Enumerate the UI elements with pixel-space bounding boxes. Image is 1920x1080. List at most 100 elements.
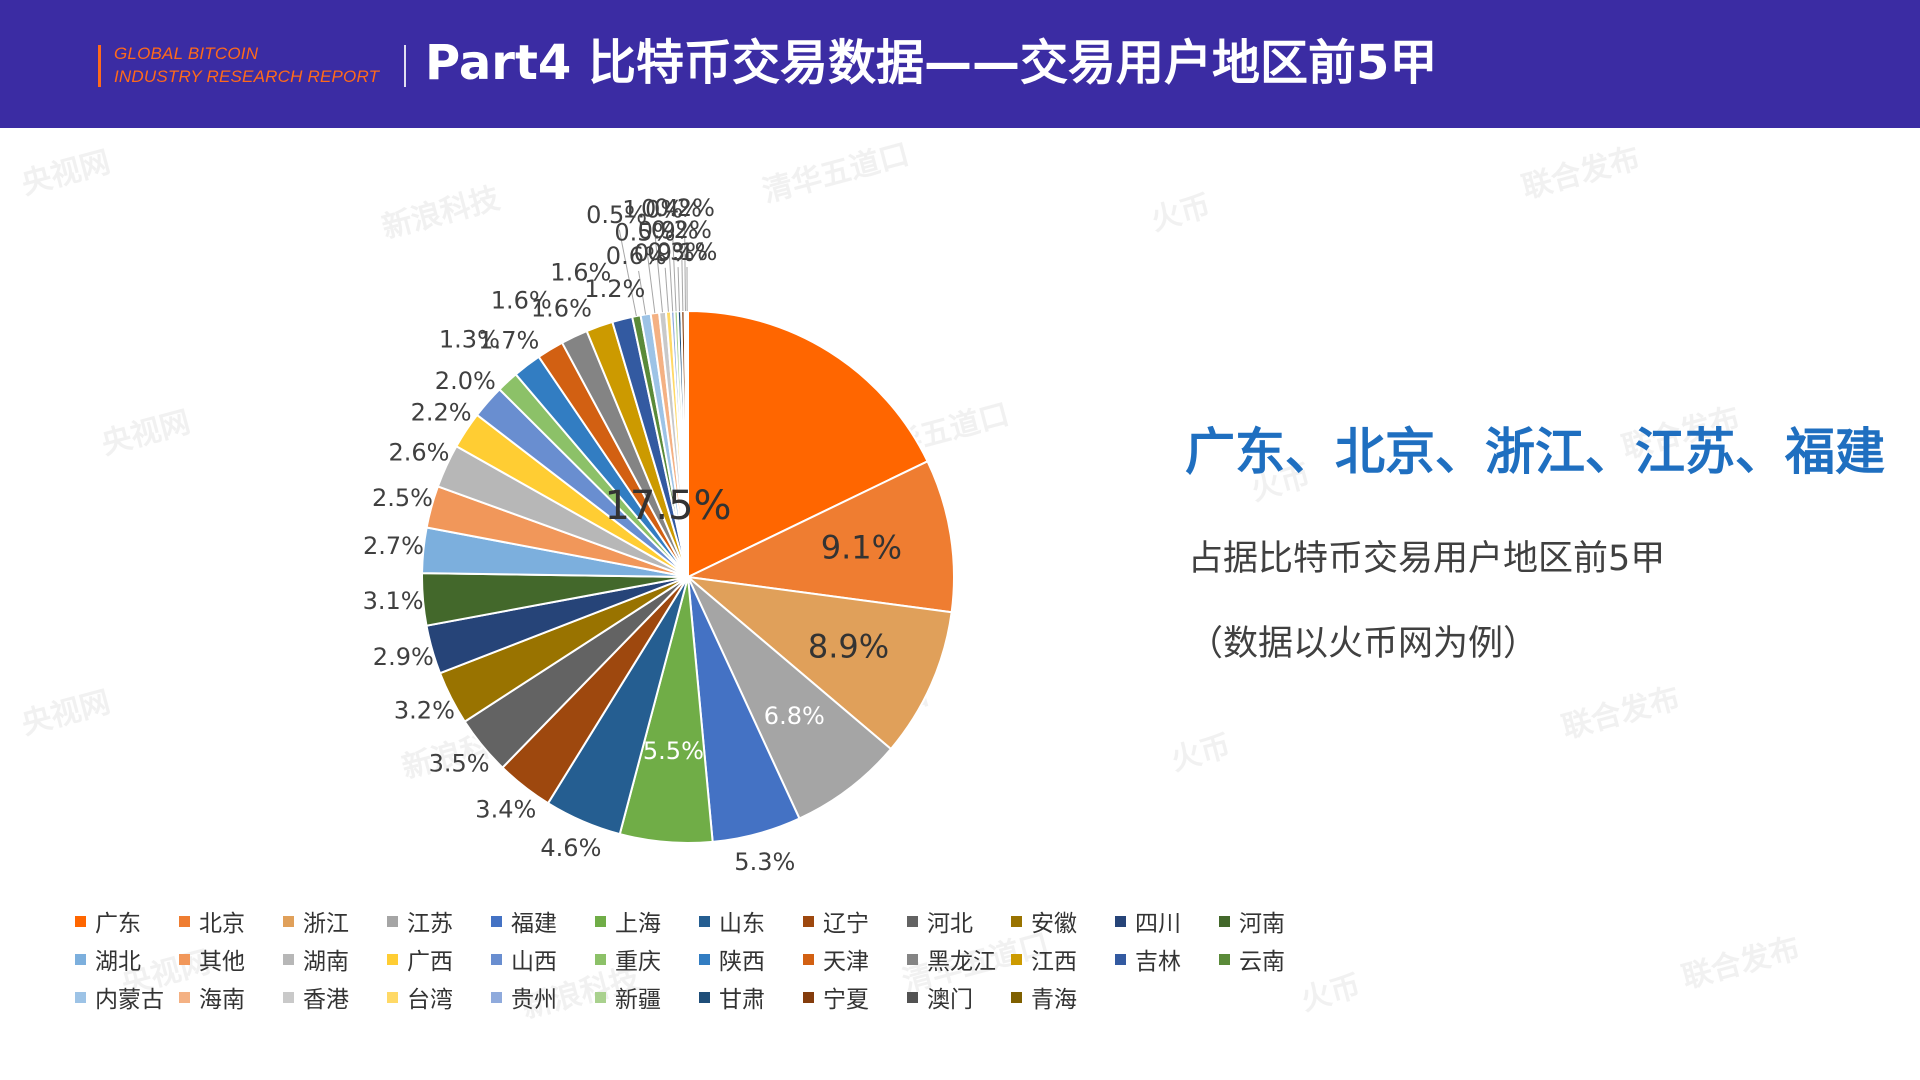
legend-item: 贵州 <box>491 983 595 1013</box>
pie-data-label: 0.4% <box>641 194 702 222</box>
header-bar: GLOBAL BITCOIN INDUSTRY RESEARCH REPORT … <box>0 0 1920 128</box>
report-logo: GLOBAL BITCOIN INDUSTRY RESEARCH REPORT <box>114 42 379 88</box>
pie-data-label: 3.5% <box>429 750 490 778</box>
legend-swatch <box>1011 953 1022 965</box>
pie-leader-line <box>677 267 680 312</box>
pie-data-label: 2.5% <box>372 484 433 512</box>
pie-data-label: 0.5% <box>614 219 675 247</box>
pie-data-label: 0.6% <box>606 242 667 270</box>
pie-data-label: 3.2% <box>394 697 455 725</box>
legend-item: 陕西 <box>699 945 803 975</box>
legend-swatch <box>75 953 86 965</box>
legend-label: 香港 <box>303 987 349 1013</box>
pie-data-label: 0.5% <box>586 201 647 229</box>
key-finding-headline: 广东、北京、浙江、江苏、福建 <box>1185 423 1885 481</box>
legend-item: 辽宁 <box>803 907 907 937</box>
legend-label: 广西 <box>407 949 453 975</box>
pie-data-label: 4.6% <box>540 834 601 862</box>
legend-swatch <box>595 991 606 1003</box>
legend-label: 江西 <box>1031 949 1077 975</box>
legend-swatch <box>387 991 398 1003</box>
legend-label: 贵州 <box>511 987 557 1013</box>
legend-swatch <box>179 991 190 1003</box>
legend-item: 山东 <box>699 907 803 937</box>
legend-item: 其他 <box>179 945 283 975</box>
legend-label: 广东 <box>95 911 141 937</box>
pie-leader-line <box>681 245 684 312</box>
legend-swatch <box>595 915 606 927</box>
pie-slice <box>684 575 953 751</box>
legend-label: 澳门 <box>927 987 973 1013</box>
legend-label: 重庆 <box>615 949 661 975</box>
key-finding-description: 占据比特币交易用户地区前5甲 <box>1188 539 1666 579</box>
pie-leader-line <box>618 229 637 317</box>
logo-accent-bar <box>98 45 101 87</box>
pie-data-label: 6.8% <box>764 702 825 730</box>
legend-label: 内蒙古 <box>95 987 164 1013</box>
legend-item: 浙江 <box>283 907 387 937</box>
legend-item: 宁夏 <box>803 983 907 1013</box>
legend-label: 青海 <box>1031 987 1077 1013</box>
legend-item: 海南 <box>179 983 283 1013</box>
legend-swatch <box>75 915 86 927</box>
logo-line-1: GLOBAL BITCOIN <box>114 44 259 63</box>
legend-item: 香港 <box>283 983 387 1013</box>
legend-label: 湖南 <box>303 949 349 975</box>
legend-label: 江苏 <box>407 911 453 937</box>
legend-swatch <box>699 991 710 1003</box>
legend-swatch <box>907 915 918 927</box>
pie-data-label: 5.3% <box>734 848 795 876</box>
legend-item: 河北 <box>907 907 1011 937</box>
pie-slices <box>421 309 955 844</box>
pie-leader-line <box>684 223 686 312</box>
legend-swatch <box>387 953 398 965</box>
legend-swatch <box>595 953 606 965</box>
pie-data-label: 0.3% <box>647 238 708 266</box>
legend-item: 广西 <box>387 945 491 975</box>
legend-swatch <box>491 991 502 1003</box>
legend-label: 福建 <box>511 911 557 937</box>
legend-swatch <box>699 953 710 965</box>
legend-swatch <box>1115 915 1126 927</box>
pie-data-label: 3.1% <box>363 587 424 615</box>
legend-swatch <box>1115 953 1126 965</box>
pie-data-label: 17.5% <box>604 483 731 529</box>
legend-swatch <box>907 991 918 1003</box>
legend-swatch <box>179 953 190 965</box>
legend-label: 天津 <box>823 949 869 975</box>
pie-data-label: 1.7% <box>478 326 539 354</box>
legend-label: 河北 <box>927 911 973 937</box>
legend-label: 四川 <box>1135 911 1181 937</box>
pie-data-label: 2.7% <box>363 532 424 560</box>
legend-swatch <box>1011 915 1022 927</box>
legend-swatch <box>283 991 294 1003</box>
pie-leader-line <box>638 270 647 315</box>
legend-label: 上海 <box>615 911 661 937</box>
legend-item: 青海 <box>1011 983 1115 1013</box>
pie-leader-lines <box>618 223 688 317</box>
chart-legend: 广东 北京 浙江 江苏 福建 上海 山东 辽宁 河北 安徽 四川 河南 湖北 其他 湖南 广西 山西 重庆 陕西 天津… <box>75 907 1325 1013</box>
legend-item: 吉林 <box>1115 945 1219 975</box>
legend-item: 云南 <box>1219 945 1323 975</box>
pie-data-label: 3.4% <box>475 795 536 823</box>
legend-swatch <box>907 953 918 965</box>
legend-label: 黑龙江 <box>927 949 996 975</box>
legend-label: 宁夏 <box>823 987 869 1013</box>
legend-item: 甘肃 <box>699 983 803 1013</box>
header-divider <box>404 45 406 87</box>
pie-data-label: 2.2% <box>411 399 472 427</box>
pie-leader-line <box>668 245 674 312</box>
legend-label: 安徽 <box>1031 911 1077 937</box>
legend-label: 湖北 <box>95 949 141 975</box>
legend-item: 江西 <box>1011 945 1115 975</box>
legend-label: 甘肃 <box>719 987 765 1013</box>
legend-swatch <box>803 991 814 1003</box>
legend-item: 福建 <box>491 907 595 937</box>
legend-label: 山东 <box>719 911 765 937</box>
legend-item: 江苏 <box>387 907 491 937</box>
pie-data-label: 0.9% <box>638 217 699 245</box>
pie-data-label: 1.0% <box>622 196 683 224</box>
legend-label: 吉林 <box>1135 949 1181 975</box>
legend-label: 海南 <box>199 987 245 1013</box>
legend-item: 广东 <box>75 907 179 937</box>
